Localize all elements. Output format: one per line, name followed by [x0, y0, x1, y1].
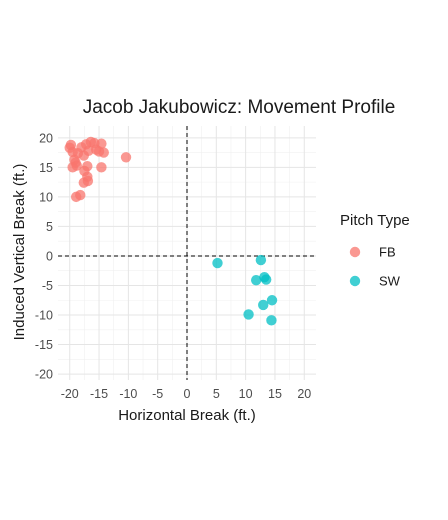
y-tick-label: -15	[35, 338, 53, 352]
x-tick-label: -15	[90, 387, 108, 401]
x-tick-label: -20	[61, 387, 79, 401]
data-point-sw	[266, 315, 277, 326]
data-point-sw	[255, 254, 267, 266]
data-point-sw	[266, 295, 278, 306]
y-tick-label: 0	[46, 249, 53, 263]
data-point-fb	[82, 160, 93, 172]
x-axis-ticks: -20 -15 -10 -5 0 5 10 15 20	[61, 387, 312, 401]
y-tick-label: 15	[39, 161, 53, 175]
data-point-fb	[98, 147, 109, 158]
data-point-sw	[259, 272, 270, 283]
data-points	[64, 136, 278, 326]
y-tick-label: 5	[46, 220, 53, 234]
x-tick-label: -5	[152, 387, 163, 401]
data-point-fb	[71, 160, 82, 171]
legend: Pitch Type FB SW	[340, 212, 410, 289]
y-axis-ticks: -20 -15 -10 -5 0 5 10 15 20	[35, 131, 53, 381]
data-point-fb	[64, 142, 75, 154]
x-tick-label: 5	[213, 387, 220, 401]
y-tick-label: -10	[35, 309, 53, 323]
data-point-fb	[83, 145, 94, 157]
data-point-sw	[250, 274, 262, 286]
legend-key-fb	[349, 246, 361, 258]
data-point-fb	[96, 162, 107, 173]
y-axis-label: Induced Vertical Break (ft.)	[11, 164, 28, 341]
y-tick-label: 20	[39, 131, 53, 145]
data-point-sw	[258, 299, 269, 311]
legend-items: FB SW	[349, 245, 401, 289]
y-tick-label: 10	[39, 190, 53, 204]
reference-lines	[58, 126, 316, 380]
legend-title: Pitch Type	[340, 212, 410, 229]
y-tick-label: -5	[42, 279, 53, 293]
data-point-fb	[96, 138, 107, 149]
chart-title: Jacob Jakubowicz: Movement Profile	[83, 97, 396, 118]
x-tick-label: -10	[119, 387, 137, 401]
data-point-fb	[82, 175, 94, 187]
data-point-fb	[120, 152, 132, 163]
legend-key-sw	[349, 275, 361, 287]
data-point-sw	[212, 257, 223, 269]
y-tick-label: -20	[35, 368, 53, 382]
x-tick-label: 20	[297, 387, 311, 401]
x-tick-label: 0	[184, 387, 191, 401]
legend-label-sw: SW	[379, 274, 401, 289]
x-tick-label: 15	[268, 387, 282, 401]
data-point-fb	[75, 189, 86, 201]
x-tick-label: 10	[239, 387, 253, 401]
x-axis-label: Horizontal Break (ft.)	[118, 407, 256, 424]
legend-label-fb: FB	[379, 245, 396, 260]
data-point-sw	[243, 309, 254, 320]
